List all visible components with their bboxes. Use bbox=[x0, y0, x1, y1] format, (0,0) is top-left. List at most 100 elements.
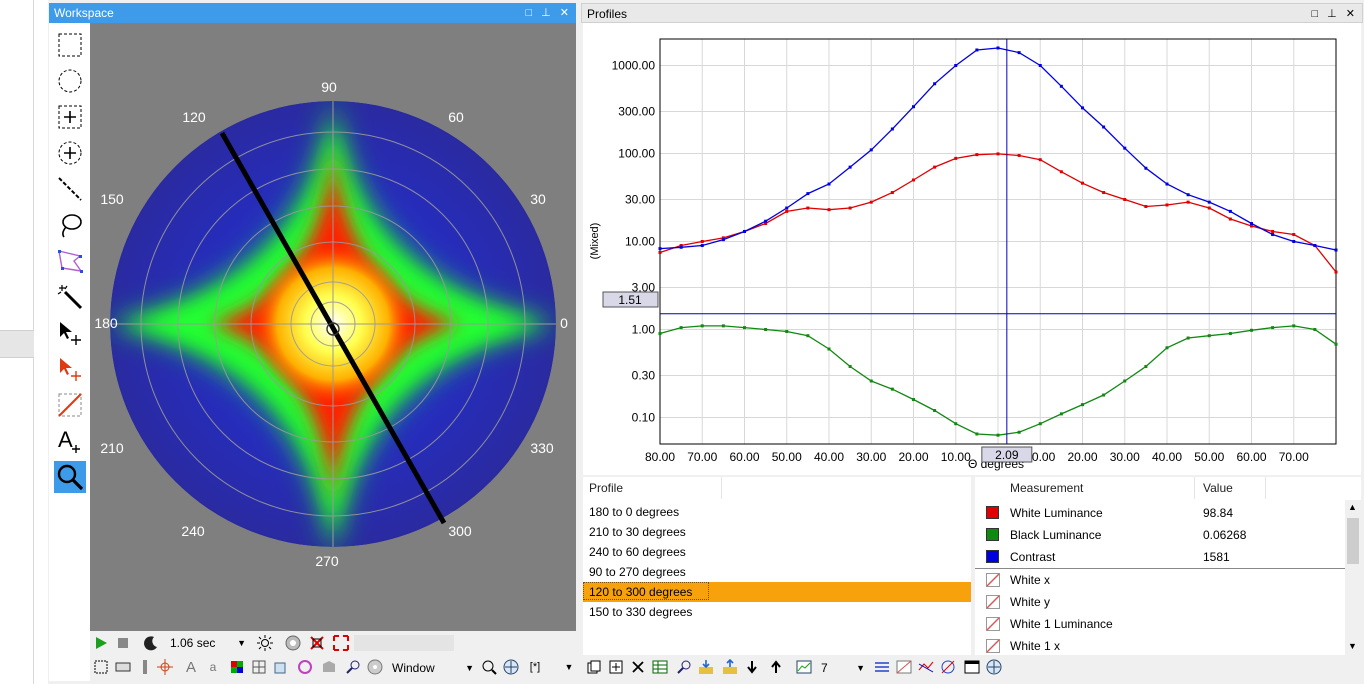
list-item[interactable]: 210 to 30 degrees bbox=[583, 522, 971, 542]
data-point bbox=[1207, 334, 1211, 338]
value-header[interactable]: Value bbox=[1203, 481, 1233, 495]
capture-toolbar: 1.06 sec ▼ bbox=[90, 631, 576, 655]
data-point bbox=[1038, 63, 1042, 67]
scroll-down-icon[interactable]: ▼ bbox=[1348, 641, 1357, 651]
profiles-window-buttons[interactable]: □ ⊥ ✕ bbox=[1311, 8, 1358, 20]
rectangle-add-icon[interactable] bbox=[54, 101, 86, 133]
select-all-icon[interactable] bbox=[92, 658, 110, 676]
measurement-name: White Luminance bbox=[1010, 506, 1103, 520]
spiral-icon[interactable] bbox=[296, 658, 314, 676]
disc-icon[interactable] bbox=[366, 658, 384, 676]
rectangle-select-icon[interactable] bbox=[54, 29, 86, 61]
bracket-label[interactable]: [*] bbox=[529, 661, 541, 673]
measurement-row[interactable]: Black Luminance 0.06268 bbox=[975, 524, 1345, 546]
measurement-row[interactable]: White x bbox=[975, 569, 1345, 591]
line-tool-icon[interactable] bbox=[54, 173, 86, 205]
ruler-icon[interactable] bbox=[114, 658, 132, 676]
lasso-icon[interactable] bbox=[54, 209, 86, 241]
no-region-icon[interactable] bbox=[54, 389, 86, 421]
profile-count-select[interactable]: 7 ▼ bbox=[821, 659, 867, 677]
horizontal-lines-icon[interactable] bbox=[873, 658, 891, 676]
x-tick-label: 60.00 bbox=[729, 450, 759, 464]
pan-chart-icon[interactable] bbox=[985, 658, 1003, 676]
fit-icon[interactable] bbox=[332, 634, 350, 652]
color-swatch bbox=[986, 506, 999, 519]
y-tick-label: 300.00 bbox=[618, 105, 655, 119]
vertical-bar-icon[interactable] bbox=[136, 658, 154, 676]
list-item[interactable]: 240 to 60 degrees bbox=[583, 542, 971, 562]
arrow-up-icon[interactable] bbox=[767, 658, 785, 676]
crosshair-icon[interactable] bbox=[156, 658, 174, 676]
data-point bbox=[1292, 324, 1296, 328]
arrow-down-icon[interactable] bbox=[743, 658, 761, 676]
text-tool-icon[interactable]: A bbox=[54, 425, 86, 457]
workspace-title-bar: Workspace □ ⊥ ✕ bbox=[49, 3, 576, 23]
ellipse-add-icon[interactable] bbox=[54, 137, 86, 169]
move-arrow-icon[interactable] bbox=[54, 317, 86, 349]
measurement-row[interactable]: Contrast 1581 bbox=[975, 546, 1345, 568]
data-point bbox=[743, 229, 746, 233]
profile-list-header[interactable]: Profile bbox=[589, 481, 624, 495]
zoom-tool-icon[interactable] bbox=[54, 461, 86, 493]
font-large-icon[interactable]: A bbox=[185, 658, 196, 676]
cursor-y-readout[interactable]: 1.51 bbox=[602, 291, 659, 308]
profile-line[interactable] bbox=[219, 131, 447, 525]
workspace-window-buttons[interactable]: □ ⊥ ✕ bbox=[525, 7, 572, 19]
line-chart-icon[interactable] bbox=[795, 658, 813, 676]
chevron-down-icon[interactable]: ▼ bbox=[564, 662, 574, 672]
zoom-region-icon[interactable] bbox=[344, 658, 362, 676]
zoom-fit-icon[interactable] bbox=[480, 658, 498, 676]
play-icon[interactable] bbox=[92, 634, 110, 652]
measurement-row[interactable]: White Luminance 98.84 bbox=[975, 502, 1345, 524]
copy-icon[interactable] bbox=[585, 658, 603, 676]
no-focus-icon[interactable] bbox=[308, 634, 326, 652]
export-icon[interactable] bbox=[272, 658, 290, 676]
move-down-folder-icon[interactable] bbox=[697, 658, 715, 676]
measurement-header[interactable]: Measurement bbox=[1010, 481, 1084, 495]
list-item[interactable]: 180 to 0 degrees bbox=[583, 502, 971, 522]
measurement-row[interactable]: White 1 x bbox=[975, 635, 1345, 657]
cursor-x-readout[interactable]: 2.09 bbox=[981, 446, 1033, 463]
measurement-row[interactable]: White 1 Luminance bbox=[975, 613, 1345, 635]
data-point bbox=[1186, 200, 1190, 204]
profile-chart[interactable]: 1000.00 300.00 100.00 30.00 10.00 3.00 1.00 0.3… bbox=[583, 23, 1361, 475]
list-item[interactable]: 90 to 270 degrees bbox=[583, 562, 971, 582]
grid-icon[interactable] bbox=[250, 658, 268, 676]
measurement-row[interactable]: White y bbox=[975, 591, 1345, 613]
table-icon[interactable] bbox=[651, 658, 669, 676]
stop-icon[interactable] bbox=[114, 634, 132, 652]
data-point bbox=[1059, 84, 1063, 88]
list-item[interactable]: 150 to 330 degrees bbox=[583, 602, 971, 622]
color-map-icon[interactable] bbox=[228, 658, 246, 676]
shape-icon[interactable] bbox=[320, 658, 338, 676]
delete-icon[interactable] bbox=[629, 658, 647, 676]
series-toggle-icon[interactable] bbox=[917, 658, 935, 676]
workspace-canvas[interactable]: 90 60 30 0 330 300 270 240 210 180 150 1… bbox=[90, 23, 576, 631]
scroll-thumb[interactable] bbox=[1347, 518, 1359, 564]
window-icon[interactable] bbox=[963, 658, 981, 676]
magic-wand-icon[interactable] bbox=[54, 281, 86, 313]
no-chart-icon[interactable] bbox=[895, 658, 913, 676]
data-point bbox=[1165, 346, 1169, 350]
move-up-folder-icon[interactable] bbox=[721, 658, 739, 676]
add-profile-icon[interactable] bbox=[607, 658, 625, 676]
exposure-select[interactable]: 1.06 sec ▼ bbox=[166, 634, 248, 652]
data-point bbox=[658, 332, 662, 336]
chart-settings-icon[interactable] bbox=[939, 658, 957, 676]
move-red-arrow-icon[interactable] bbox=[54, 353, 86, 385]
data-point bbox=[721, 238, 725, 242]
ellipse-select-icon[interactable] bbox=[54, 65, 86, 97]
font-small-icon[interactable]: a bbox=[209, 660, 217, 674]
list-item-selected[interactable]: 120 to 300 degrees bbox=[583, 582, 971, 602]
brightness-icon[interactable] bbox=[256, 634, 274, 652]
center-marker[interactable] bbox=[326, 322, 340, 336]
polygon-select-icon[interactable] bbox=[54, 245, 86, 277]
display-mode-select[interactable]: Window ▼ bbox=[392, 659, 476, 677]
angle-label: 210 bbox=[100, 440, 124, 456]
zoom-chart-icon[interactable] bbox=[675, 658, 693, 676]
measurement-scrollbar[interactable]: ▲ ▼ bbox=[1345, 500, 1361, 655]
aperture-icon[interactable] bbox=[284, 634, 302, 652]
scroll-up-icon[interactable]: ▲ bbox=[1348, 502, 1357, 512]
pan-icon[interactable] bbox=[502, 658, 520, 676]
data-point bbox=[1017, 51, 1021, 55]
